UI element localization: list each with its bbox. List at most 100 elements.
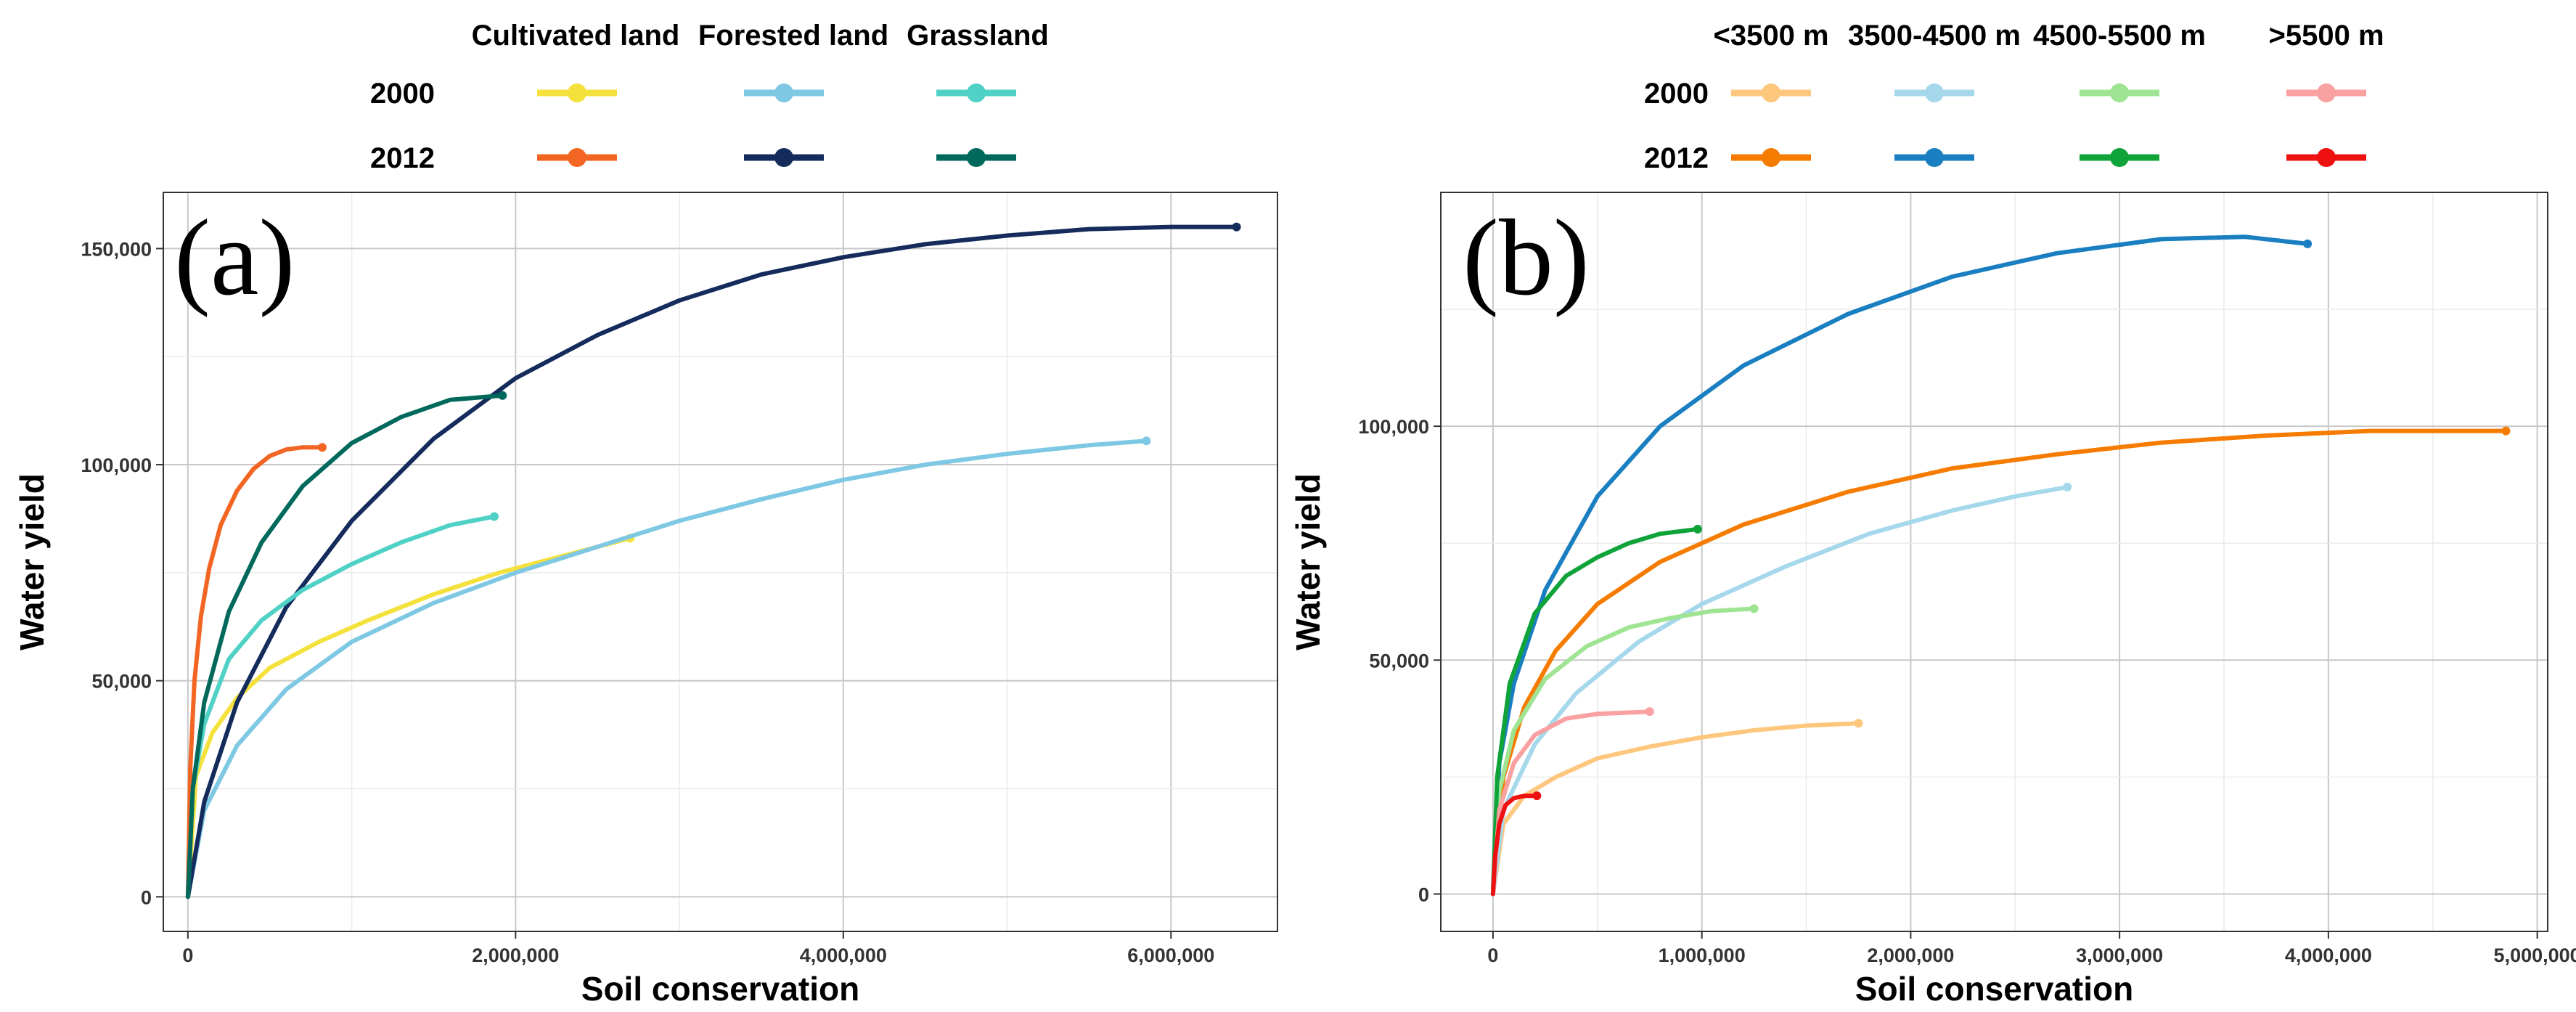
series-group-b xyxy=(1490,234,2511,897)
series-line-3500-4500-m-2012 xyxy=(1490,234,2310,897)
series-endpoint-3500-4500-m-2000 xyxy=(2063,482,2072,491)
legend-key xyxy=(1894,148,1974,167)
series-endpoint-forested-land-2000 xyxy=(1142,436,1151,446)
series-endpoint-3500-4500-m-2012 xyxy=(2303,239,2313,248)
series-line-forested-land-2000 xyxy=(185,438,1149,899)
series-endpoint-forested-land-2012 xyxy=(1232,222,1241,232)
legend-column-title: Grassland xyxy=(907,20,1049,52)
legend-row-label: 2012 xyxy=(1644,142,1709,174)
y-axis-title-a: Water yield xyxy=(13,473,51,650)
series-line-3500-4500-m-2000 xyxy=(1490,484,2070,897)
legend-key xyxy=(537,148,617,167)
x-tick-label: 2,000,000 xyxy=(472,944,559,966)
plot-border-a xyxy=(163,192,1278,932)
series-line-5500-m-2012 xyxy=(1490,793,1540,897)
legend-key xyxy=(744,148,824,167)
legend-row-label: 2012 xyxy=(370,142,435,174)
series-line-cultivated-land-2000 xyxy=(185,536,633,899)
legend-key-point xyxy=(2110,148,2129,167)
legend-column-title: 4500-5500 m xyxy=(2033,20,2206,52)
legend-key-point xyxy=(774,148,793,167)
x-tick-label: 5,000,000 xyxy=(2494,944,2576,966)
x-axis-title-b: Soil conservation xyxy=(1855,970,2133,1008)
x-axis-title-a: Soil conservation xyxy=(581,970,859,1008)
y-tick-label: 50,000 xyxy=(1369,650,1429,672)
series-endpoint-3500-m-2000 xyxy=(1854,719,1863,728)
y-axis-ticks-b: 0 50,000 100,000 xyxy=(1358,416,1441,905)
legend-key-point xyxy=(568,148,586,167)
legend-key-point xyxy=(967,83,986,102)
plot-border-b xyxy=(1440,192,2548,932)
series-line-3500-m-2012 xyxy=(1490,428,2508,897)
legend-column-title: Cultivated land xyxy=(472,20,680,52)
legend-key xyxy=(1894,83,1974,102)
x-axis-ticks-b: 0 1,000,000 2,000,000 3,000,000 4,000,000 5,0… xyxy=(1487,931,2576,966)
legend-key xyxy=(2286,83,2366,102)
series-line-3500-m-2000 xyxy=(1490,721,1861,897)
series-endpoint-5500-m-2012 xyxy=(1532,791,1542,801)
plot-area-b xyxy=(1441,192,2548,931)
legend-key-point xyxy=(2317,83,2336,102)
y-axis-title-b: Water yield xyxy=(1289,473,1327,650)
legend-key-point xyxy=(1762,148,1780,167)
panel-b: <3500 m 3500-4500 m 4500-5500 m >5500 m 2000… xyxy=(1289,20,2576,1008)
series-endpoint-cultivated-land-2012 xyxy=(317,443,327,452)
x-tick-label: 3,000,000 xyxy=(2076,944,2163,966)
legend-key-point xyxy=(1925,83,1944,102)
legend-key xyxy=(936,148,1016,167)
legend-key xyxy=(744,83,824,102)
series-endpoint-4500-5500-m-2012 xyxy=(1693,524,1702,534)
legend-key xyxy=(1731,148,1811,167)
legend-key-point xyxy=(1925,148,1944,167)
series-endpoint-grassland-2000 xyxy=(489,512,499,521)
series-line-4500-5500-m-2000 xyxy=(1490,606,1757,897)
series-endpoint-3500-m-2012 xyxy=(2501,426,2511,436)
legend-row-label: 2000 xyxy=(370,78,435,110)
series-endpoint-5500-m-2000 xyxy=(1645,707,1654,717)
legend-key-point xyxy=(1762,83,1780,102)
legend-key xyxy=(2286,148,2366,167)
y-tick-label: 150,000 xyxy=(81,238,152,260)
legend-key xyxy=(1731,83,1811,102)
x-tick-label: 1,000,000 xyxy=(1659,944,1746,966)
legend-key xyxy=(537,83,617,102)
y-tick-label: 50,000 xyxy=(91,671,152,693)
legend-key xyxy=(2080,148,2159,167)
y-axis-ticks-a: 0 50,000 100,000 150,000 xyxy=(81,238,163,908)
legend-key-point xyxy=(967,148,986,167)
legend-key xyxy=(2080,83,2159,102)
legend-a: Cultivated land Forested land Grassland 200… xyxy=(370,20,1049,174)
x-axis-ticks-a: 0 2,000,000 4,000,000 6,000,000 xyxy=(182,931,1214,966)
x-tick-label: 4,000,000 xyxy=(800,944,887,966)
legend-column-title: 3500-4500 m xyxy=(1848,20,2021,52)
panel-label-b: (b) xyxy=(1463,197,1590,318)
series-endpoint-grassland-2012 xyxy=(498,391,507,400)
series-group-a xyxy=(185,222,1241,899)
x-tick-label: 0 xyxy=(1487,944,1498,966)
series-line-grassland-2012 xyxy=(185,393,505,899)
x-tick-label: 4,000,000 xyxy=(2285,944,2372,966)
legend-column-title: >5500 m xyxy=(2268,20,2384,52)
legend-row-label: 2000 xyxy=(1644,78,1709,110)
plot-area-a xyxy=(163,192,1277,931)
y-tick-label: 100,000 xyxy=(81,454,152,476)
legend-key xyxy=(936,83,1016,102)
legend-column-title: <3500 m xyxy=(1713,20,1828,52)
panel-label-a: (a) xyxy=(174,197,295,318)
y-tick-label: 100,000 xyxy=(1358,416,1429,438)
x-tick-label: 6,000,000 xyxy=(1127,944,1214,966)
legend-key-point xyxy=(774,83,793,102)
legend-key-point xyxy=(568,83,586,102)
series-line-4500-5500-m-2012 xyxy=(1490,526,1700,897)
legend-b: <3500 m 3500-4500 m 4500-5500 m >5500 m 2000… xyxy=(1644,20,2384,174)
y-tick-label: 0 xyxy=(1418,884,1429,905)
series-endpoint-4500-5500-m-2000 xyxy=(1749,604,1759,613)
y-tick-label: 0 xyxy=(141,886,152,908)
legend-key-point xyxy=(2110,83,2129,102)
series-line-5500-m-2000 xyxy=(1490,709,1652,897)
legend-column-title: Forested land xyxy=(698,20,888,52)
series-line-forested-land-2012 xyxy=(185,224,1239,899)
series-line-cultivated-land-2012 xyxy=(185,445,324,899)
x-tick-label: 2,000,000 xyxy=(1867,944,1954,966)
